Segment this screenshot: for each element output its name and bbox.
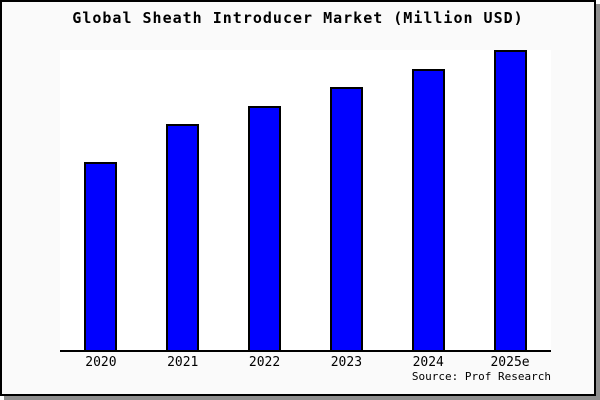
source-label: Source: Prof Research bbox=[411, 370, 551, 383]
x-tick-2021: 2021 bbox=[167, 355, 199, 370]
x-tick-2020: 2020 bbox=[85, 355, 117, 370]
x-tick-2022: 2022 bbox=[248, 355, 281, 370]
x-tick-2024: 2024 bbox=[412, 355, 444, 370]
x-tick-2023: 2023 bbox=[330, 355, 363, 370]
bar-slot bbox=[142, 50, 224, 350]
x-axis-ticks: 2020 2021 2022 2023 2024 2025e bbox=[60, 355, 551, 370]
bar-slot bbox=[224, 50, 306, 350]
bar-slot bbox=[60, 50, 142, 350]
bar-slot bbox=[469, 50, 551, 350]
bar-2023 bbox=[329, 86, 363, 350]
bar-2025e bbox=[493, 50, 527, 350]
bar-slot bbox=[387, 50, 469, 350]
bar-2024 bbox=[411, 68, 445, 350]
bar-2020 bbox=[84, 161, 118, 350]
chart-title: Global Sheath Introducer Market (Million… bbox=[72, 9, 524, 27]
bar-slot bbox=[305, 50, 387, 350]
bar-2021 bbox=[166, 124, 200, 350]
bar-slots bbox=[60, 50, 551, 350]
bar-2022 bbox=[248, 106, 282, 350]
x-tick-2025e: 2025e bbox=[490, 355, 530, 370]
plot-area bbox=[60, 50, 551, 352]
